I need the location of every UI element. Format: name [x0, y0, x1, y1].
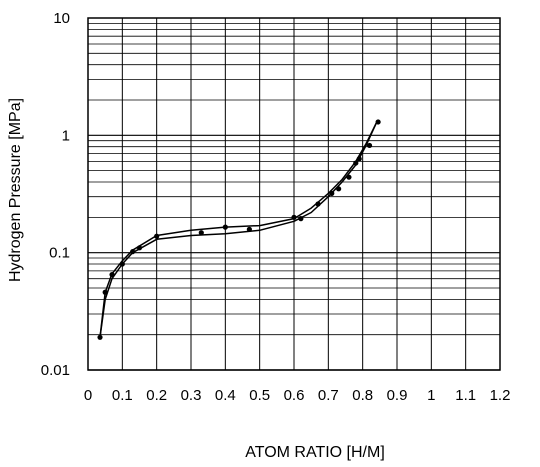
data-points: [97, 119, 381, 340]
y-tick-label: 1: [62, 127, 70, 144]
x-tick-label: 0.9: [387, 387, 408, 404]
x-tick-label: 0.3: [181, 387, 202, 404]
data-point: [366, 142, 373, 149]
data-point: [336, 186, 342, 192]
x-tick-label: 1: [427, 387, 435, 404]
data-point: [246, 226, 252, 232]
x-tick-label: 0.5: [249, 387, 270, 404]
grid: [87, 18, 501, 371]
data-point: [315, 201, 321, 207]
x-tick-label: 0.1: [112, 387, 133, 404]
y-tick-label: 0.1: [49, 245, 70, 262]
data-point: [353, 160, 359, 166]
data-point: [102, 289, 108, 295]
x-tick-label: 0.8: [352, 387, 373, 404]
x-tick-labels: 0 0.1 0.2 0.3 0.4 0.5 0.6 0.7 0.8 0.9 1 1.1 1.2: [84, 387, 511, 404]
y-axis-label: Hydrogen Pressure [MPa]: [7, 98, 24, 282]
y-tick-labels: 0.01 0.1 1 10: [41, 10, 70, 379]
data-point: [356, 156, 362, 162]
x-tick-label: 0.2: [146, 387, 167, 404]
data-point: [198, 230, 204, 236]
data-point: [136, 245, 143, 251]
data-point: [130, 249, 136, 255]
x-tick-label: 1.2: [490, 387, 511, 404]
data-point: [291, 214, 297, 220]
series-line-1: [99, 122, 378, 338]
x-axis-label: ATOM RATIO [H/M]: [245, 444, 385, 461]
data-point: [346, 174, 352, 180]
data-point: [375, 119, 381, 125]
plot-frame: [87, 17, 501, 371]
curves: [99, 122, 378, 338]
data-point: [119, 261, 125, 267]
x-tick-label: 0.7: [318, 387, 339, 404]
data-point: [329, 190, 335, 196]
x-tick-label: 1.1: [455, 387, 476, 404]
data-point: [97, 334, 103, 340]
data-point: [298, 216, 304, 222]
series-line-2: [99, 122, 378, 338]
x-tick-label: 0.6: [284, 387, 305, 404]
data-point: [154, 233, 160, 239]
x-tick-label: 0: [84, 387, 92, 404]
y-tick-label: 10: [53, 10, 70, 27]
y-tick-label: 0.01: [41, 362, 70, 379]
x-tick-label: 0.4: [215, 387, 236, 404]
data-point: [222, 224, 228, 230]
data-point: [109, 272, 115, 278]
